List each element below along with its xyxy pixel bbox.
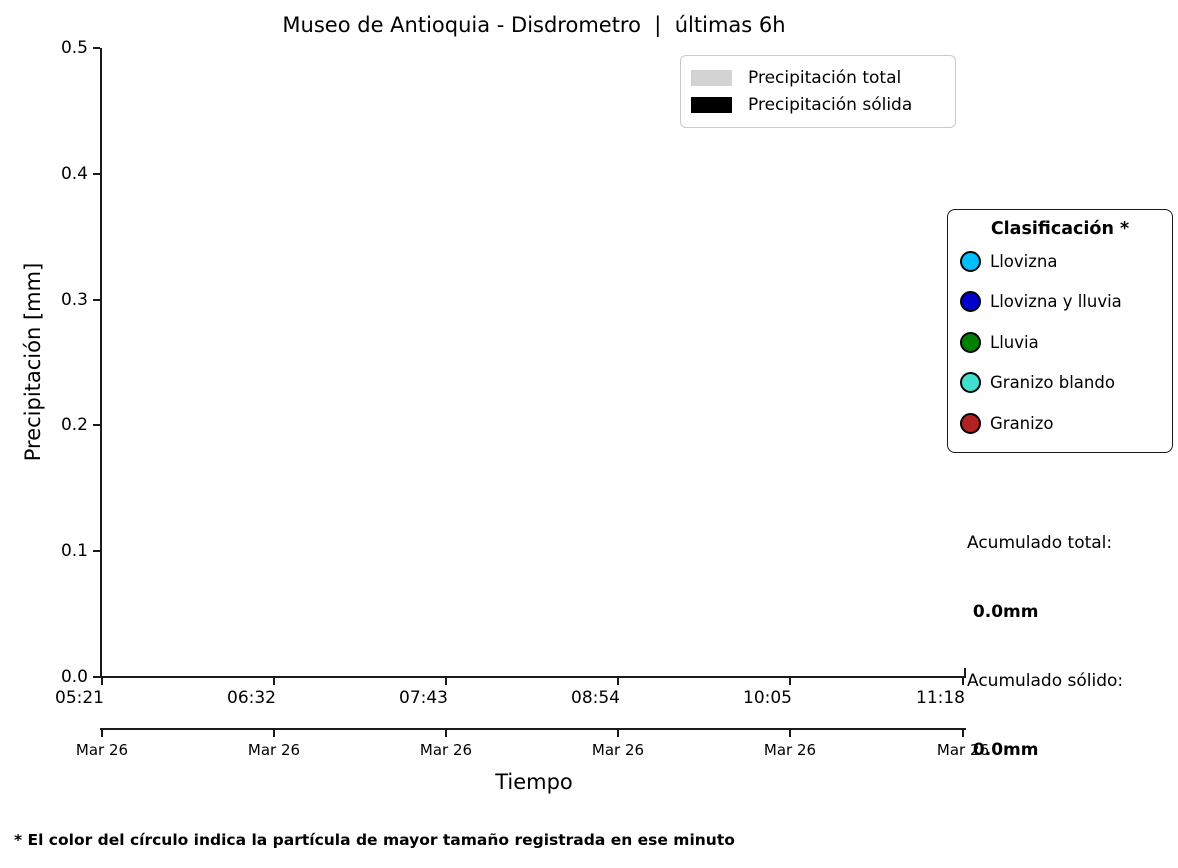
x-tick-mark <box>101 678 103 685</box>
date-tick-mark <box>273 730 275 737</box>
legend-label: Precipitación total <box>748 67 902 88</box>
y-tick-mark <box>93 676 100 678</box>
y-tick-label: 0.0 <box>60 667 88 687</box>
date-tick-label: Mar 26 <box>247 741 301 759</box>
classification-legend: Clasificación * Llovizna Llovizna y lluv… <box>947 209 1173 453</box>
llovizna-y-lluvia-circle-icon <box>960 291 981 313</box>
classification-label: Granizo <box>990 413 1054 433</box>
x-tick-label: 11:18 <box>916 688 965 708</box>
classification-item-granizo: Granizo <box>948 403 1172 444</box>
legend-item-solid: Precipitación sólida <box>691 95 945 115</box>
date-tick-label: Mar 26 <box>419 741 473 759</box>
x-tick-label: 05:21 <box>55 688 104 708</box>
y-tick-mark <box>93 299 100 301</box>
x-tick-mark <box>273 678 275 685</box>
y-tick-mark <box>93 173 100 175</box>
classification-label: Llovizna <box>990 251 1058 271</box>
granizo-blando-circle-icon <box>960 372 981 394</box>
llovizna-circle-icon <box>960 250 981 272</box>
classification-item-llovizna-y-lluvia: Llovizna y lluvia <box>948 282 1172 323</box>
footnote: * El color del círculo indica la partícu… <box>14 831 735 849</box>
accumulated-solid-value: 0.0mm <box>967 740 1039 760</box>
x-tick-mark <box>962 678 964 685</box>
date-axis-line <box>100 728 966 730</box>
x-tick-label: 08:54 <box>571 688 620 708</box>
x-tick-label: 06:32 <box>227 688 276 708</box>
lluvia-circle-icon <box>960 331 981 353</box>
classification-item-lluvia: Lluvia <box>948 322 1172 363</box>
legend-label: Precipitación sólida <box>748 95 913 116</box>
granizo-circle-icon <box>960 412 981 434</box>
y-tick-label: 0.3 <box>60 290 88 310</box>
x-tick-mark <box>617 678 619 685</box>
legend-item-total: Precipitación total <box>691 68 945 88</box>
date-tick-mark <box>101 730 103 737</box>
date-tick-label: Mar 26 <box>591 741 645 759</box>
x-tick-label: 07:43 <box>399 688 448 708</box>
bottom-spine <box>100 676 966 678</box>
x-tick-label: 10:05 <box>743 688 792 708</box>
date-tick-label: Mar 26 <box>936 741 990 759</box>
left-spine <box>100 48 102 677</box>
classification-label: Llovizna y lluvia <box>990 292 1122 312</box>
classification-title: Clasificación * <box>990 219 1130 239</box>
y-tick-mark <box>93 47 100 49</box>
classification-item-llovizna: Llovizna <box>948 241 1172 282</box>
date-tick-label: Mar 26 <box>763 741 817 759</box>
date-tick-label: Mar 26 <box>75 741 129 759</box>
y-tick-label: 0.1 <box>60 541 88 561</box>
accumulated-totals: Acumulado total: 0.0mm Acumulado sólido:… <box>967 486 1123 808</box>
x-tick-mark <box>789 678 791 685</box>
solid-swatch-icon <box>691 97 732 114</box>
chart-title: Museo de Antioquia - Disdrometro | últim… <box>282 13 786 37</box>
accumulated-solid-label: Acumulado sólido: <box>967 671 1124 691</box>
total-swatch-icon <box>691 69 732 86</box>
date-tick-mark <box>617 730 619 737</box>
y-tick-mark <box>93 424 100 426</box>
classification-label: Lluvia <box>990 332 1039 352</box>
date-tick-mark <box>962 730 964 737</box>
classification-item-granizo-blando: Granizo blando <box>948 363 1172 404</box>
y-tick-mark <box>93 550 100 552</box>
date-tick-mark <box>445 730 447 737</box>
date-tick-mark <box>789 730 791 737</box>
y-tick-label: 0.2 <box>60 415 88 435</box>
x-tick-mark <box>445 678 447 685</box>
series-legend: Precipitación total Precipitación sólida <box>680 55 956 128</box>
y-tick-label: 0.5 <box>60 38 88 58</box>
accumulated-total-label: Acumulado total: <box>967 533 1113 553</box>
right-spine-stub <box>964 668 966 677</box>
y-tick-label: 0.4 <box>60 164 88 184</box>
accumulated-total-value: 0.0mm <box>967 602 1039 622</box>
classification-label: Granizo blando <box>990 373 1115 393</box>
x-axis-label: Tiempo <box>495 770 573 794</box>
